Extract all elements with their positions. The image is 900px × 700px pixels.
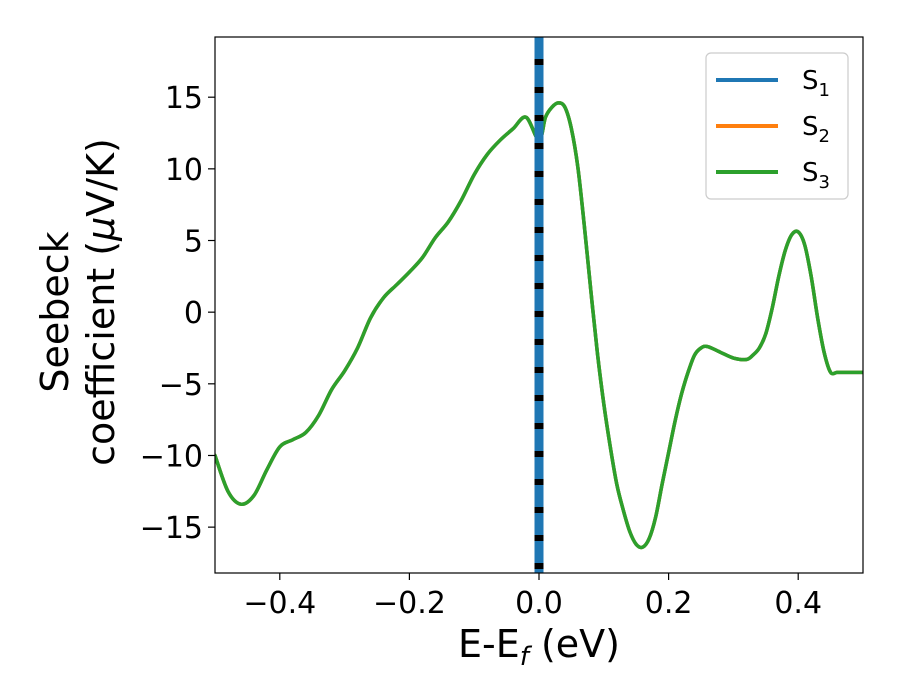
x-axis-label: E-Ef (eV)	[458, 622, 620, 672]
y-tick-label: −15	[140, 511, 203, 546]
y-tick-label: 10	[165, 153, 203, 188]
x-axis-ticks: −0.4 −0.2 0.0 0.2 0.4	[243, 573, 822, 621]
x-tick-label: 0.2	[645, 586, 693, 621]
legend-label-s1: S1	[802, 66, 830, 101]
y-axis-label-line2: coefficient (μV/K)	[79, 138, 123, 466]
legend-label-s2: S2	[802, 112, 830, 147]
x-tick-label: 0.4	[774, 586, 822, 621]
y-tick-label: 0	[184, 296, 203, 331]
x-tick-label: −0.2	[373, 586, 446, 621]
y-axis-label-line1: Seebeck	[33, 231, 77, 392]
x-tick-label: 0.0	[515, 586, 563, 621]
y-tick-label: −10	[140, 439, 203, 474]
series-line-s3	[215, 101, 863, 550]
y-axis-ticks: −15 −10 −5 0 5 10 15	[140, 81, 215, 546]
series-layer	[215, 101, 863, 550]
y-tick-label: 5	[184, 225, 203, 260]
legend: S1 S2 S3	[705, 52, 849, 200]
x-tick-label: −0.4	[243, 586, 316, 621]
legend-label-s3: S3	[802, 158, 830, 193]
y-tick-label: 15	[165, 81, 203, 116]
y-tick-label: −5	[159, 368, 203, 403]
